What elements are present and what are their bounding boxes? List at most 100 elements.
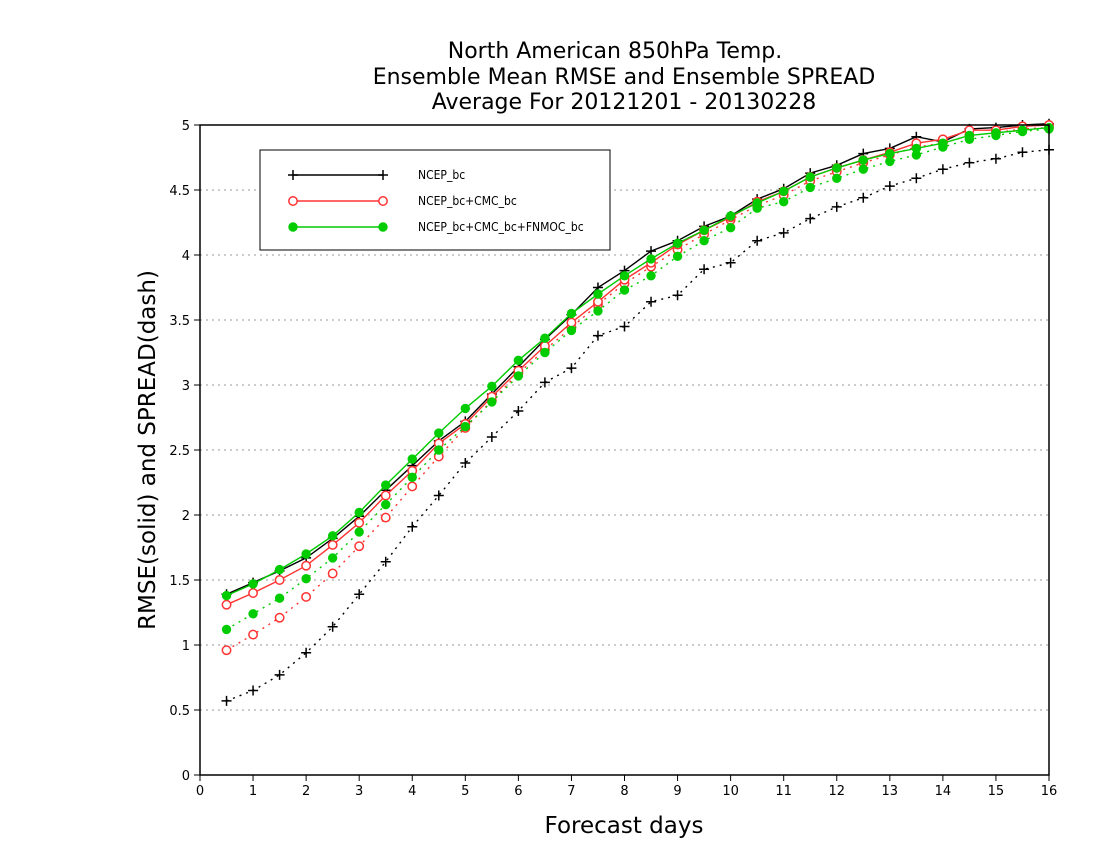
x-tick-label: 3 — [355, 784, 363, 799]
spread-point — [832, 173, 842, 184]
spread-point — [274, 593, 285, 603]
y-tick-label: 0 — [182, 769, 190, 784]
spread-point — [699, 236, 709, 246]
y-axis-label: RMSE(solid) and SPREAD(dash) — [135, 270, 161, 630]
spread-point — [381, 499, 391, 510]
spread-point — [646, 271, 656, 281]
rmse-point — [699, 225, 709, 236]
spread-point — [513, 406, 524, 416]
spread-point — [672, 290, 683, 301]
spread-point — [248, 685, 259, 696]
x-tick-label: 9 — [673, 784, 681, 799]
rmse-point — [540, 333, 550, 343]
spread-point — [407, 472, 417, 482]
rmse-point — [964, 130, 975, 141]
spread-point — [592, 330, 603, 341]
rmse-point — [274, 564, 285, 575]
spread-point — [646, 296, 657, 307]
rmse-point — [805, 172, 815, 182]
rmse-point — [327, 531, 338, 541]
rmse-point — [354, 507, 364, 518]
legend-marker — [288, 196, 298, 206]
x-tick-label: 14 — [935, 784, 952, 799]
title-line-1: North American 850hPa Temp. — [448, 39, 783, 64]
spread-point — [858, 192, 869, 203]
rmse-point — [885, 148, 895, 159]
legend-label: NCEP_bc+CMC_bc+FNMOC_bc — [418, 220, 584, 234]
spread-point — [354, 589, 365, 600]
x-tick-label: 13 — [882, 784, 899, 799]
spread-point — [327, 568, 338, 579]
spread-point — [725, 257, 736, 268]
rmse-point — [911, 143, 922, 154]
spread-point — [460, 458, 471, 468]
spread-point — [566, 325, 577, 336]
spread-point — [752, 235, 763, 246]
y-tick-label: 4.5 — [169, 184, 190, 199]
rmse-point — [274, 575, 285, 585]
x-tick-label: 8 — [620, 784, 628, 799]
spread-point — [274, 612, 285, 623]
rmse-point — [832, 163, 842, 173]
spread-point — [778, 197, 789, 207]
spread-point — [354, 541, 365, 552]
x-axis-label: Forecast days — [545, 813, 704, 839]
spread-point — [301, 591, 312, 602]
legend-label: NCEP_bc — [418, 168, 465, 182]
rmse-point — [593, 289, 603, 299]
rmse-point — [248, 588, 259, 598]
legend-marker — [288, 170, 298, 180]
rmse-point — [221, 599, 232, 610]
spread-point — [301, 574, 311, 584]
rmse-point — [778, 186, 789, 197]
legend-marker — [288, 222, 298, 232]
spread-point — [433, 490, 444, 501]
chart-title: North American 850hPa Temp. Ensemble Mea… — [373, 39, 876, 115]
rmse-point — [381, 480, 391, 490]
rmse-point — [380, 490, 391, 501]
spread-point — [884, 181, 895, 192]
spread-point — [885, 156, 895, 167]
x-tick-label: 6 — [514, 784, 522, 799]
legend-marker — [378, 222, 388, 232]
spread-point — [778, 227, 789, 238]
rmse-point — [487, 381, 497, 391]
spread-point — [1017, 147, 1028, 158]
rmse-point — [354, 517, 365, 528]
rmse-point — [1017, 125, 1028, 135]
spread-point — [407, 481, 418, 492]
legend-label: NCEP_bc+CMC_bc — [418, 194, 517, 208]
spread-line — [226, 128, 1050, 631]
rmse-point — [407, 454, 417, 464]
legend: NCEP_bc NCEP_bc+CMC_bc NCEP_bc+CMC_bc+FNMO… — [259, 149, 611, 251]
plot-frame — [199, 124, 1050, 776]
legend-marker — [378, 170, 388, 180]
rmse-point — [593, 296, 603, 307]
rmse-point — [248, 579, 258, 589]
x-tick-label: 5 — [461, 784, 469, 799]
spread-point — [486, 432, 497, 442]
spread-point — [725, 223, 736, 233]
rmse-point — [327, 539, 338, 550]
spread-point — [858, 164, 868, 174]
rmse-point — [619, 271, 630, 281]
title-line-3: Average For 20121201 - 20130228 — [432, 90, 817, 115]
spread-point — [619, 321, 630, 332]
x-tick-label: 10 — [722, 784, 739, 799]
x-tick-label: 12 — [828, 784, 845, 799]
spread-point — [513, 371, 524, 381]
rmse-point — [858, 155, 868, 165]
spread-point — [327, 553, 338, 563]
rmse-point — [513, 355, 524, 365]
rmse-point — [672, 238, 683, 249]
spread-point — [407, 521, 418, 532]
spread-point — [619, 285, 630, 295]
spread-point — [221, 695, 232, 706]
y-tick-label: 3.5 — [169, 314, 190, 329]
spread-point — [460, 421, 471, 432]
spread-point — [301, 647, 312, 658]
spread-point — [937, 164, 948, 175]
rmse-point — [566, 317, 577, 328]
y-tick-label: 4 — [182, 249, 190, 264]
spread-point — [380, 556, 391, 567]
